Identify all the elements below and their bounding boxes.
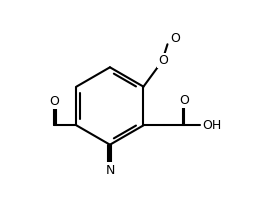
Text: N: N: [105, 164, 115, 177]
Text: O: O: [170, 32, 180, 45]
Text: O: O: [179, 94, 189, 107]
Text: OH: OH: [202, 119, 221, 132]
Text: O: O: [158, 54, 168, 67]
Text: O: O: [50, 95, 59, 108]
